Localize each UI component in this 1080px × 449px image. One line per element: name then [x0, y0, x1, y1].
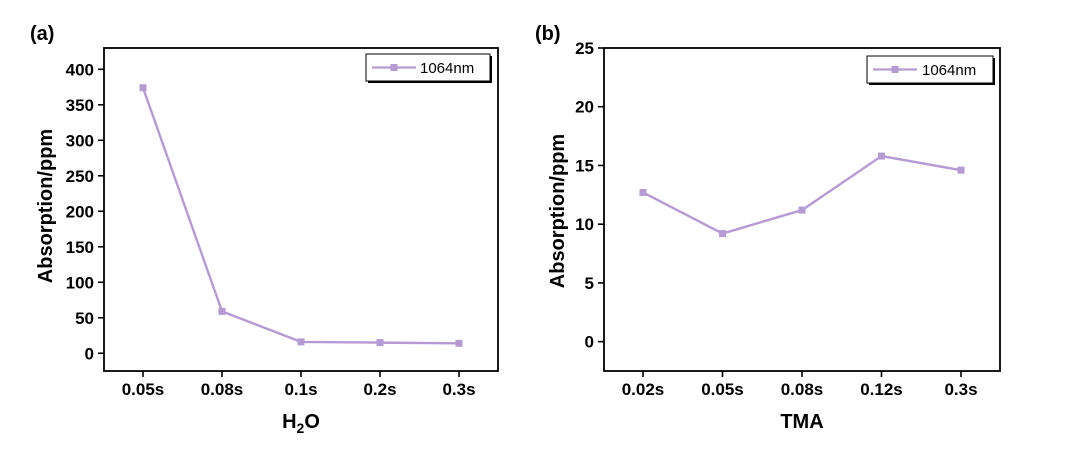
panel-a-data-point — [455, 339, 463, 347]
panel-a-y-tick-label: 100 — [66, 273, 94, 292]
panel-b-y-tick-label: 0 — [585, 333, 594, 352]
panel-b-marks: 0 5 10 15 20 25 0.02s 0.05s 0.08s 0.12s 0.3s — [575, 39, 977, 399]
panel-a-x-tick-label: 0.3s — [442, 380, 475, 399]
panel-b-label: (b) — [535, 23, 561, 45]
panel-a-legend-marker — [390, 64, 398, 71]
panel-a-y-tick-label: 0 — [85, 344, 94, 363]
panel-b-legend: 1064nm — [866, 55, 995, 85]
panel-b-data-point — [639, 188, 647, 196]
panel-b-x-axis-title-main: TMA — [780, 411, 823, 433]
panel-b-x-tick-label: 0.3s — [944, 380, 977, 399]
panel-a-y-tick-label: 350 — [66, 96, 94, 115]
panel-a-x-axis-title: H2O — [282, 411, 320, 436]
panel-b-x-tick-label: 0.05s — [701, 380, 744, 399]
panel-b-data-point — [878, 152, 885, 160]
panel-a-y-tick-label: 250 — [66, 167, 94, 186]
panel-b-y-tick-label: 5 — [585, 274, 594, 293]
panel-b-data-point — [957, 166, 965, 174]
panel-a-x-axis-title-tail: O — [304, 411, 320, 433]
panel-a-data-point — [376, 339, 384, 347]
panel-a-label: (a) — [30, 23, 54, 45]
panel-a-y-tick-label: 400 — [66, 60, 94, 79]
panel-a-x-tick-label: 0.05s — [122, 380, 165, 399]
panel-b-x-tick-label: 0.12s — [860, 380, 903, 399]
panel-b-data-point — [798, 206, 806, 214]
panel-a-data-point — [297, 338, 305, 346]
panel-a-data-point — [139, 84, 147, 92]
panel-b-x-axis-title: TMA — [780, 411, 823, 433]
panel-a: (a) Absorption/ppm H2O 0 50 100 150 200 250 30… — [30, 23, 499, 436]
panel-b-series-line — [642, 154, 962, 235]
panel-a-y-axis-title: Absorption/ppm — [35, 129, 57, 283]
panel-b-legend-marker — [891, 66, 899, 73]
panel-a-series-line — [141, 87, 460, 345]
panel-b-y-axis-title: Absorption/ppm — [547, 134, 569, 288]
panel-b-data-point — [719, 230, 726, 238]
panel-a-x-tick-label: 0.2s — [363, 380, 396, 399]
panel-a-x-tick-label: 0.08s — [201, 380, 244, 399]
panel-a-x-axis-title-subscript: 2 — [297, 420, 305, 436]
panel-b-x-tick-label: 0.02s — [622, 380, 665, 399]
panel-a-x-axis-title-main: H — [282, 411, 296, 433]
panel-b-y-tick-label: 20 — [575, 98, 594, 117]
panel-a-plot-frame — [103, 47, 499, 372]
panel-b-y-tick-label: 10 — [575, 215, 594, 234]
panel-a-y-tick-label: 150 — [66, 238, 94, 257]
panel-a-y-tick-label: 50 — [75, 309, 94, 328]
panel-a-x-tick-label: 0.1s — [284, 380, 317, 399]
panel-a-y-tick-label: 200 — [66, 202, 94, 221]
panel-a-legend: 1064nm — [365, 53, 492, 83]
panel-b-y-tick-label: 25 — [575, 39, 594, 58]
panel-a-legend-label: 1064nm — [420, 60, 474, 77]
panel-a-y-tick-label: 300 — [66, 131, 94, 150]
panel-b: (b) Absorption/ppm TMA 0 5 10 15 20 25 0.02s 0.… — [535, 23, 1001, 433]
panel-b-legend-label: 1064nm — [922, 62, 976, 79]
panel-a-marks: 0 50 100 150 200 250 300 350 400 0.05s 0.08s 0.1s 0.… — [66, 60, 476, 399]
panel-b-y-tick-label: 15 — [575, 156, 594, 175]
panel-b-x-tick-label: 0.08s — [781, 380, 824, 399]
panel-a-data-point — [218, 307, 226, 315]
